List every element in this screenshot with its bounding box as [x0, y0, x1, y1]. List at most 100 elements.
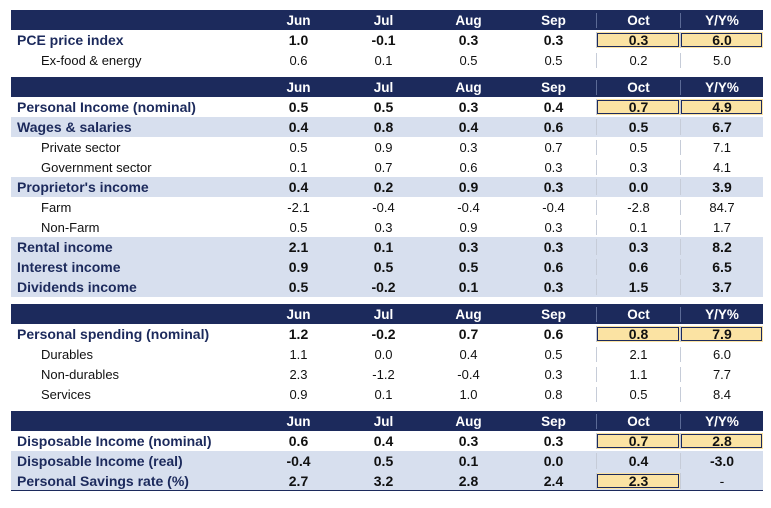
row-label: Non-Farm	[41, 219, 100, 235]
table-row-savings-rate: Personal Savings rate (%) 2.7 3.2 2.8 2.…	[11, 471, 763, 491]
cell-aug: 0.9	[458, 179, 479, 195]
column-header-row: Jun Jul Aug Sep Oct Y/Y%	[11, 411, 763, 431]
cell-aug: 0.9	[459, 219, 478, 235]
cell-oct-highlight: 0.3	[596, 32, 680, 48]
cell-aug: 0.1	[458, 453, 479, 469]
cell-jul: 0.5	[373, 453, 394, 469]
cell-oct: 1.5	[596, 279, 680, 295]
cell-sep: 0.0	[543, 453, 564, 469]
cell-sep: 0.3	[544, 159, 563, 175]
cell-sep: 0.3	[544, 219, 563, 235]
cell-jul: 0.3	[374, 219, 393, 235]
cell-aug: -0.4	[457, 199, 480, 215]
row-label: Rental income	[17, 239, 113, 255]
col-header-sep: Sep	[541, 12, 566, 28]
cell-yy: -3.0	[680, 453, 763, 469]
cell-jun: 0.5	[288, 279, 309, 295]
col-header-aug: Aug	[455, 306, 482, 322]
cell-yy: 7.1	[680, 139, 763, 155]
cell-jun: -2.1	[287, 199, 310, 215]
cell-aug: 0.3	[459, 139, 478, 155]
cell-sep: 0.3	[544, 366, 563, 382]
cell-sep: 0.4	[543, 99, 564, 115]
row-label: Ex-food & energy	[41, 52, 142, 68]
table-row-farm: Farm -2.1 -0.4 -0.4 -0.4 -2.8 84.7	[11, 197, 763, 217]
cell-sep: 0.3	[543, 32, 564, 48]
cell-yy: 3.9	[680, 179, 763, 195]
col-header-jul: Jul	[373, 12, 394, 28]
col-header-jun: Jun	[286, 79, 311, 95]
table-row-personal-income: Personal Income (nominal) 0.5 0.5 0.3 0.…	[11, 97, 763, 117]
table-row-non-farm: Non-Farm 0.5 0.3 0.9 0.3 0.1 1.7	[11, 217, 763, 237]
cell-sep: 0.6	[543, 326, 564, 342]
cell-oct: 1.1	[596, 366, 680, 382]
cell-jul: 0.0	[374, 346, 393, 362]
row-label: PCE price index	[17, 32, 124, 48]
col-header-oct: Oct	[596, 413, 680, 429]
col-header-sep: Sep	[541, 306, 566, 322]
cell-yy: 6.5	[680, 259, 763, 275]
cell-jul: 0.5	[373, 259, 394, 275]
cell-yy: 5.0	[680, 52, 763, 68]
cell-jul: 0.1	[374, 386, 393, 402]
cell-aug: 1.0	[459, 386, 478, 402]
cell-jun: 0.6	[288, 433, 309, 449]
section-spacer	[11, 297, 763, 304]
cell-jul: -0.2	[371, 279, 396, 295]
cell-jun: 0.4	[288, 179, 309, 195]
cell-oct: 0.4	[596, 453, 680, 469]
column-header-row: Jun Jul Aug Sep Oct Y/Y%	[11, 77, 763, 97]
cell-sep: 0.3	[543, 279, 564, 295]
cell-yy: 84.7	[680, 199, 763, 215]
col-header-sep: Sep	[541, 79, 566, 95]
cell-jun: 2.7	[288, 472, 309, 489]
col-header-yy: Y/Y%	[680, 12, 763, 28]
cell-oct: 0.5	[596, 386, 680, 402]
cell-aug: 0.6	[459, 159, 478, 175]
cell-jun: 1.1	[289, 346, 308, 362]
cell-aug: 0.4	[459, 346, 478, 362]
cell-jun: 0.5	[289, 139, 308, 155]
cell-sep: 0.6	[543, 259, 564, 275]
cell-jul: 0.7	[374, 159, 393, 175]
cell-sep: 0.3	[543, 433, 564, 449]
col-header-aug: Aug	[455, 79, 482, 95]
cell-jun: 0.5	[289, 219, 308, 235]
cell-oct: 0.1	[596, 219, 680, 235]
row-label: Services	[41, 386, 91, 402]
cell-aug: 0.3	[458, 239, 479, 255]
row-label: Interest income	[17, 259, 121, 275]
row-label: Proprietor's income	[17, 179, 149, 195]
row-label: Durables	[41, 346, 94, 362]
table-row-rental-income: Rental income 2.1 0.1 0.3 0.3 0.3 8.2	[11, 237, 763, 257]
table-row-pce: PCE price index 1.0 -0.1 0.3 0.3 0.3 6.0	[11, 30, 763, 50]
table-row-ex-food-energy: Ex-food & energy 0.6 0.1 0.5 0.5 0.2 5.0	[11, 50, 763, 70]
cell-jul: 0.8	[373, 119, 394, 135]
col-header-jul: Jul	[373, 306, 394, 322]
cell-oct: 0.2	[596, 52, 680, 68]
cell-jul: 3.2	[373, 472, 394, 489]
cell-jun: 2.1	[288, 239, 309, 255]
row-label: Farm	[41, 199, 72, 215]
cell-sep: 2.4	[543, 472, 564, 489]
cell-aug: 0.5	[458, 259, 479, 275]
cell-oct: 0.0	[596, 179, 680, 195]
col-header-oct: Oct	[596, 12, 680, 28]
table-row-interest-income: Interest income 0.9 0.5 0.5 0.6 0.6 6.5	[11, 257, 763, 277]
cell-aug: 2.8	[458, 472, 479, 489]
cell-aug: 0.1	[458, 279, 479, 295]
cell-sep: 0.5	[544, 52, 563, 68]
col-header-yy: Y/Y%	[680, 79, 763, 95]
cell-yy-highlight: 4.9	[680, 99, 763, 115]
col-header-aug: Aug	[455, 12, 482, 28]
cell-jun: 2.3	[289, 366, 308, 382]
table-row-personal-spending: Personal spending (nominal) 1.2 -0.2 0.7…	[11, 324, 763, 344]
col-header-yy: Y/Y%	[680, 413, 763, 429]
row-label: Disposable Income (nominal)	[17, 433, 212, 449]
col-header-jun: Jun	[286, 413, 311, 429]
column-header-row: Jun Jul Aug Sep Oct Y/Y%	[11, 10, 763, 30]
cell-yy: -	[680, 472, 763, 489]
cell-oct-highlight: 0.7	[596, 433, 680, 449]
table-row-services: Services 0.9 0.1 1.0 0.8 0.5 8.4	[11, 384, 763, 404]
cell-jul: -0.2	[371, 326, 396, 342]
